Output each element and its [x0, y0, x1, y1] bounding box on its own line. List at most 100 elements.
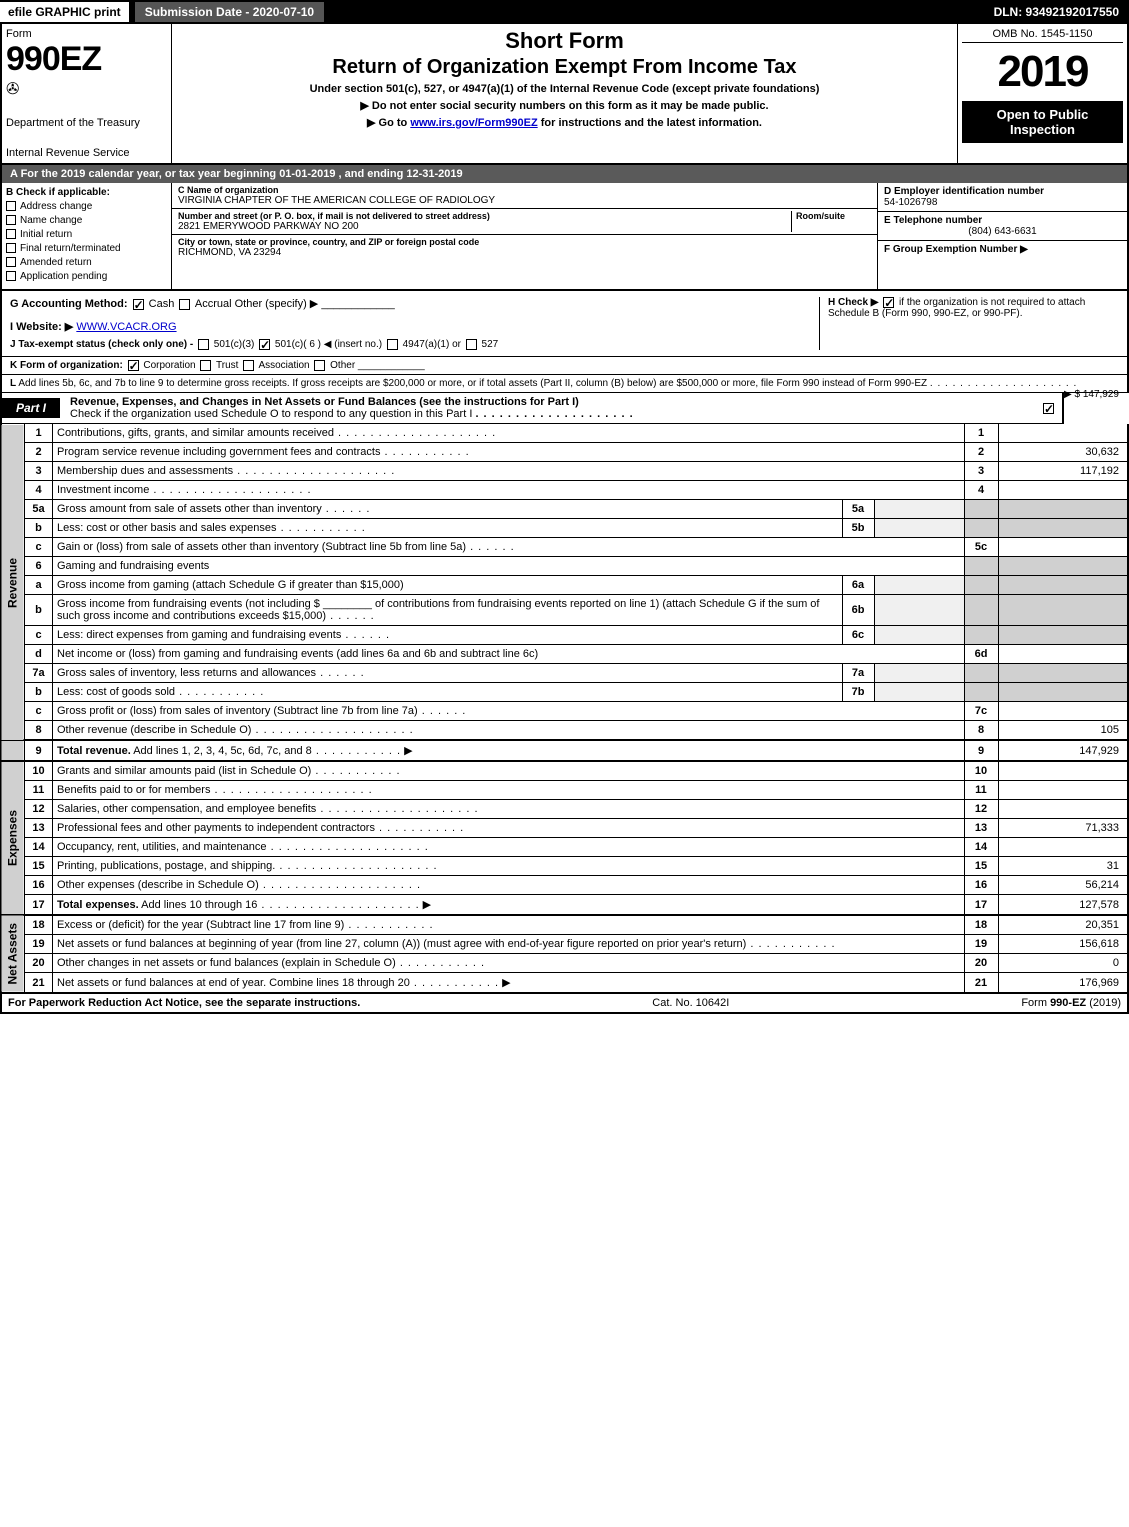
under-section: Under section 501(c), 527, or 4947(a)(1)… — [180, 83, 949, 95]
omb-number: OMB No. 1545-1150 — [962, 28, 1123, 43]
department-label: Department of the Treasury — [6, 117, 167, 129]
chk-501c[interactable] — [259, 339, 270, 350]
ein-value: 54-1026798 — [884, 197, 1121, 208]
expenses-vertical-label: Expenses — [1, 761, 25, 915]
goto-link[interactable]: ▶ Go to www.irs.gov/Form990EZ for instru… — [180, 116, 949, 129]
part1-table: Revenue 1 Contributions, gifts, grants, … — [0, 424, 1129, 993]
line-10: Expenses 10 Grants and similar amounts p… — [1, 761, 1128, 781]
irs-link[interactable]: www.irs.gov/Form990EZ — [410, 117, 537, 129]
line-19: 19 Net assets or fund balances at beginn… — [1, 935, 1128, 954]
accounting-method: G Accounting Method: Cash Accrual Other … — [10, 297, 799, 310]
ssn-warning: ▶ Do not enter social security numbers o… — [180, 99, 949, 112]
chk-cash[interactable] — [133, 299, 144, 310]
group-exemption-cell: F Group Exemption Number ▶ — [878, 241, 1127, 258]
net-assets-vertical-label: Net Assets — [1, 915, 25, 993]
room-suite-label: Room/suite — [796, 211, 871, 221]
line-7c: c Gross profit or (loss) from sales of i… — [1, 702, 1128, 721]
chk-501c3[interactable] — [198, 339, 209, 350]
line-8: 8 Other revenue (describe in Schedule O)… — [1, 721, 1128, 741]
tax-year: 2019 — [962, 47, 1123, 97]
line-11: 11 Benefits paid to or for members 11 — [1, 781, 1128, 800]
line-9: 9 Total revenue. Add lines 1, 2, 3, 4, 5… — [1, 740, 1128, 761]
line-14: 14 Occupancy, rent, utilities, and maint… — [1, 838, 1128, 857]
city-cell: City or town, state or province, country… — [172, 235, 877, 260]
chk-amended-return[interactable]: Amended return — [6, 257, 167, 268]
line-20: 20 Other changes in net assets or fund b… — [1, 954, 1128, 973]
part1-label: Part I — [2, 398, 60, 418]
chk-4947[interactable] — [387, 339, 398, 350]
header-left: Form 990EZ ✇ Department of the Treasury … — [2, 24, 172, 163]
section-h: H Check ▶ if the organization is not req… — [819, 297, 1119, 350]
short-form-title: Short Form — [180, 28, 949, 54]
section-k: K Form of organization: Corporation Trus… — [0, 357, 1129, 375]
line-6d: d Net income or (loss) from gaming and f… — [1, 645, 1128, 664]
header-right: OMB No. 1545-1150 2019 Open to Public In… — [957, 24, 1127, 163]
part1-header: Part I Revenue, Expenses, and Changes in… — [0, 393, 1064, 424]
chk-initial-return[interactable]: Initial return — [6, 229, 167, 240]
section-g: G Accounting Method: Cash Accrual Other … — [0, 291, 1129, 357]
website-row: I Website: ▶ WWW.VCACR.ORG — [10, 320, 799, 333]
section-b: B Check if applicable: Address change Na… — [0, 183, 1129, 291]
form-header: Form 990EZ ✇ Department of the Treasury … — [0, 24, 1129, 165]
cat-number: Cat. No. 10642I — [360, 997, 1021, 1009]
chk-address-change[interactable]: Address change — [6, 201, 167, 212]
org-name: VIRGINIA CHAPTER OF THE AMERICAN COLLEGE… — [178, 195, 871, 206]
right-info: D Employer identification number 54-1026… — [877, 183, 1127, 289]
line-5b: b Less: cost or other basis and sales ex… — [1, 519, 1128, 538]
line-12: 12 Salaries, other compensation, and emp… — [1, 800, 1128, 819]
chk-schedule-o-part1[interactable] — [1043, 403, 1054, 414]
line-7b: b Less: cost of goods sold 7b — [1, 683, 1128, 702]
return-title: Return of Organization Exempt From Incom… — [180, 56, 949, 79]
form-word: Form — [6, 28, 167, 40]
header-center: Short Form Return of Organization Exempt… — [172, 24, 957, 163]
part1-title: Revenue, Expenses, and Changes in Net As… — [60, 393, 1041, 423]
chk-application-pending[interactable]: Application pending — [6, 271, 167, 282]
line-1: Revenue 1 Contributions, gifts, grants, … — [1, 424, 1128, 443]
chk-name-change[interactable]: Name change — [6, 215, 167, 226]
chk-corporation[interactable] — [128, 360, 139, 371]
tax-exempt-status: J Tax-exempt status (check only one) - 5… — [10, 339, 799, 350]
line-13: 13 Professional fees and other payments … — [1, 819, 1128, 838]
section-l: L Add lines 5b, 6c, and 7b to line 9 to … — [0, 375, 1129, 393]
check-if-applicable: B Check if applicable: Address change Na… — [2, 183, 172, 289]
open-public-badge: Open to Public Inspection — [962, 101, 1123, 143]
form-version: Form 990-EZ (2019) — [1021, 997, 1121, 1009]
website-link[interactable]: WWW.VCACR.ORG — [76, 321, 176, 333]
form-number: 990EZ — [6, 40, 167, 79]
chk-association[interactable] — [243, 360, 254, 371]
line-21: 21 Net assets or fund balances at end of… — [1, 973, 1128, 993]
line-16: 16 Other expenses (describe in Schedule … — [1, 876, 1128, 895]
line-6: 6 Gaming and fundraising events — [1, 557, 1128, 576]
org-name-cell: C Name of organization VIRGINIA CHAPTER … — [172, 183, 877, 209]
line-3: 3 Membership dues and assessments 3 117,… — [1, 462, 1128, 481]
line-4: 4 Investment income 4 — [1, 481, 1128, 500]
street-cell: Number and street (or P. O. box, if mail… — [172, 209, 877, 235]
line-5c: c Gain or (loss) from sale of assets oth… — [1, 538, 1128, 557]
line-6c: c Less: direct expenses from gaming and … — [1, 626, 1128, 645]
org-info: C Name of organization VIRGINIA CHAPTER … — [172, 183, 877, 289]
chk-schedule-b[interactable] — [883, 297, 894, 308]
chk-accrual[interactable] — [179, 299, 190, 310]
city-state-zip: RICHMOND, VA 23294 — [178, 247, 871, 258]
gross-receipts-amount: ▶ $ 147,929 — [1064, 389, 1119, 400]
phone-cell: E Telephone number (804) 643-6631 — [878, 212, 1127, 241]
revenue-vertical-label: Revenue — [1, 424, 25, 740]
chk-final-return[interactable]: Final return/terminated — [6, 243, 167, 254]
paperwork-notice: For Paperwork Reduction Act Notice, see … — [8, 997, 360, 1009]
line-17: 17 Total expenses. Add lines 10 through … — [1, 895, 1128, 916]
chk-527[interactable] — [466, 339, 477, 350]
dln-label: DLN: 93492192017550 — [984, 2, 1129, 22]
ein-cell: D Employer identification number 54-1026… — [878, 183, 1127, 212]
line-6b: b Gross income from fundraising events (… — [1, 595, 1128, 626]
line-15: 15 Printing, publications, postage, and … — [1, 857, 1128, 876]
chk-trust[interactable] — [200, 360, 211, 371]
b-label: B Check if applicable: — [6, 187, 167, 198]
street-address: 2821 EMERYWOOD PARKWAY NO 200 — [178, 221, 791, 232]
submission-date: Submission Date - 2020-07-10 — [135, 2, 324, 22]
efile-print-label[interactable]: efile GRAPHIC print — [0, 2, 129, 22]
line-7a: 7a Gross sales of inventory, less return… — [1, 664, 1128, 683]
line-5a: 5a Gross amount from sale of assets othe… — [1, 500, 1128, 519]
chk-other-org[interactable] — [314, 360, 325, 371]
page-footer: For Paperwork Reduction Act Notice, see … — [0, 993, 1129, 1014]
top-bar: efile GRAPHIC print Submission Date - 20… — [0, 0, 1129, 24]
